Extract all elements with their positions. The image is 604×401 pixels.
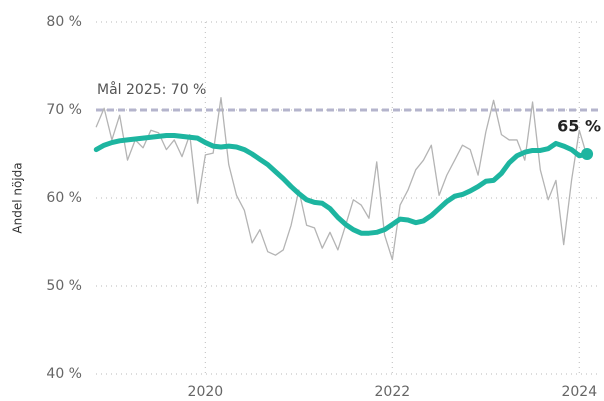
y-tick-label: 50 % (46, 278, 82, 294)
x-tick-label: 2020 (188, 384, 224, 400)
x-tick-label: 2024 (561, 384, 597, 400)
y-tick-label: 40 % (46, 366, 82, 382)
end-label: 65 % (557, 117, 601, 136)
series-line (93, 133, 590, 236)
end-point (581, 148, 594, 160)
y-tick-label: 80 % (46, 14, 82, 30)
series-line (95, 97, 588, 261)
target-label: Mål 2025: 70 % (97, 81, 206, 98)
y-tick-label: 60 % (46, 190, 82, 206)
y-axis-label: Andel nöjda (11, 162, 25, 233)
x-tick-label: 2022 (375, 384, 411, 400)
y-tick-label: 70 % (46, 102, 82, 118)
